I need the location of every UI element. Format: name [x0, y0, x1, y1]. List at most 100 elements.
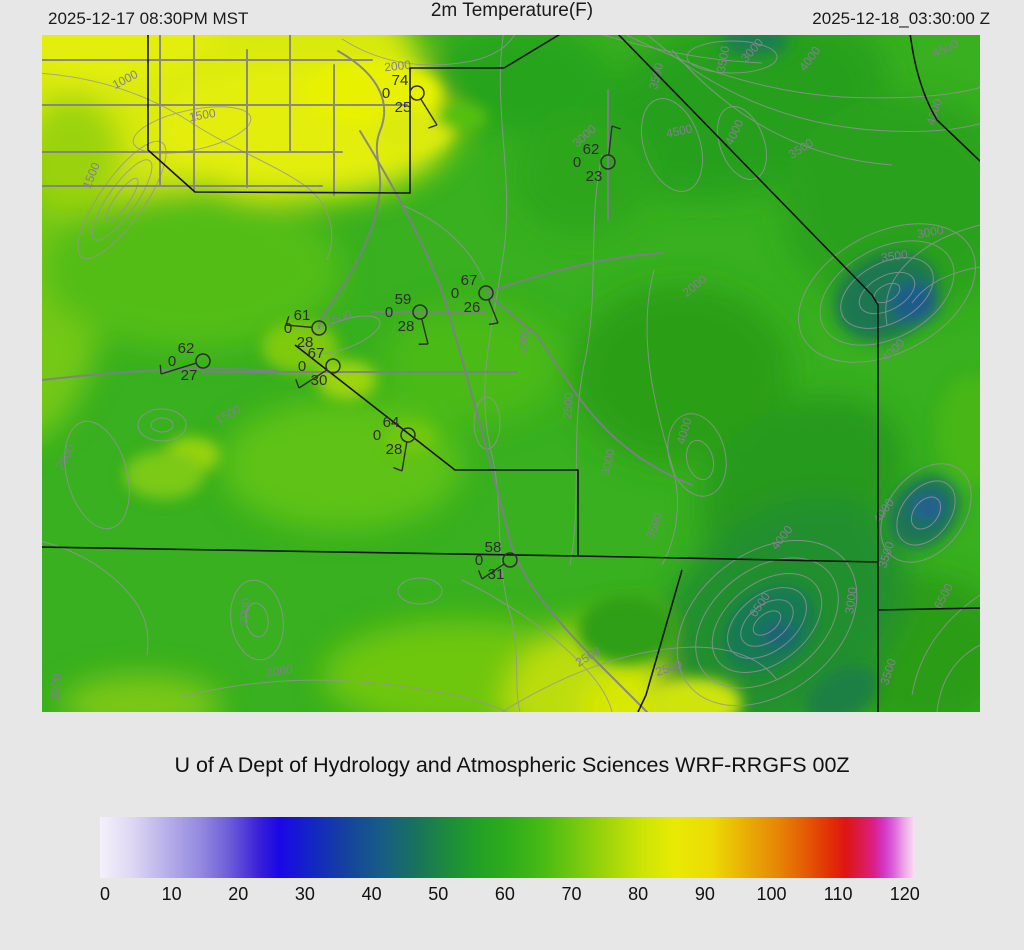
colorbar-tick-label: 90: [694, 884, 715, 904]
station-plot: 580 31: [475, 539, 518, 583]
station-plot: 590 28: [385, 291, 429, 345]
station-temperature: 62: [178, 340, 195, 357]
wind-barb: [421, 318, 429, 345]
wind-barb-tick: [295, 379, 300, 389]
station-dewpoint: 26: [464, 299, 481, 316]
colorbar-tick-label: 80: [628, 884, 649, 904]
station-marker: [412, 304, 428, 320]
station-marker: [502, 552, 518, 568]
colorbar-tick-label: 60: [494, 884, 515, 904]
county-borders: [42, 35, 980, 712]
station-weather-value: 0: [284, 320, 292, 337]
station-plot: 670 30: [295, 345, 341, 389]
station-temperature: 62: [583, 141, 600, 158]
caption: U of A Dept of Hydrology and Atmospheric…: [174, 753, 850, 777]
station-marker: [409, 85, 425, 101]
wind-barb-tick: [611, 125, 621, 130]
station-weather-value: 0: [373, 427, 381, 444]
station-marker: [195, 353, 211, 369]
station-dewpoint: 28: [386, 441, 403, 458]
contour-elevation-label: 2000: [48, 672, 64, 700]
wind-barb: [420, 98, 438, 126]
temperature-field-details: [124, 35, 980, 712]
wind-barb: [401, 441, 408, 472]
station-weather-value: 0: [451, 285, 459, 302]
valid-time-local: 2025-12-17 08:30PM MST: [48, 9, 249, 28]
station-marker: [600, 154, 616, 170]
contour-elevation-label: 2000: [265, 662, 294, 680]
contour-elevation-label: 3000: [842, 586, 860, 615]
station-marker: [478, 285, 494, 301]
contour-elevation-label: 1500: [188, 106, 217, 124]
station-dewpoint: 31: [488, 566, 505, 583]
station-dewpoint: 23: [586, 168, 603, 185]
colorbar-tick-label: 100: [756, 884, 787, 904]
contour-elevation-label: 2500: [560, 392, 576, 420]
colorbar-tick-label: 30: [294, 884, 315, 904]
map-canvas: 1000 1500 1500 2000 3000 1500 1500 2500 2000 2000…: [42, 35, 980, 712]
wind-barb-tick: [477, 570, 483, 580]
station-temperature: 74: [392, 72, 409, 89]
wind-barb: [160, 362, 197, 375]
page-title: 2m Temperature(F): [430, 0, 594, 21]
colorbar-tick-label: 110: [823, 884, 853, 904]
station-dewpoint: 25: [395, 99, 412, 116]
valid-time-utc: 2025-12-18_03:30:00 Z: [812, 9, 990, 28]
station-dewpoint: 30: [311, 372, 328, 389]
colorbar-gradient: [100, 817, 915, 878]
colorbar-tick-label: 40: [361, 884, 382, 904]
station-weather-value: 0: [573, 154, 581, 171]
wind-barb-tick: [285, 316, 290, 326]
station-plot: 610 28: [284, 307, 327, 351]
colorbar-ticks: 0 10 20 30 40 50 60 70 80 90 100 110 120: [99, 884, 920, 908]
wind-barb: [487, 299, 499, 324]
roads: [42, 35, 693, 712]
station-temperature: 59: [395, 291, 412, 308]
contour-elevation-label: 3000: [916, 223, 945, 241]
station-weather-value: 0: [385, 304, 393, 321]
temperature-map: 1000150015002000300015001500250020002000…: [42, 35, 980, 712]
colorbar-tick-label: 50: [428, 884, 449, 904]
contour-elevation-label: 2000: [516, 326, 532, 354]
colorbar-tick-label: 10: [161, 884, 182, 904]
colorbar: [100, 817, 915, 878]
colorbar-tick-label: 120: [889, 884, 920, 904]
station-plot: 670 26: [451, 272, 499, 326]
wind-barb: [608, 125, 613, 156]
contour-elevation-label: 2000: [384, 58, 412, 75]
station-plots: 7402562023670265902861028670306202764028…: [159, 72, 621, 583]
contour-elevation-label: 3500: [714, 45, 732, 74]
contour-elevation-label: 3000: [598, 447, 617, 476]
colorbar-tick-label: 70: [561, 884, 582, 904]
station-temperature: 67: [308, 345, 325, 362]
station-dewpoint: 28: [297, 334, 314, 351]
station-plot: 740 25: [382, 72, 438, 129]
station-weather-value: 0: [168, 353, 176, 370]
station-temperature: 67: [461, 272, 478, 289]
station-weather-value: 0: [475, 552, 483, 569]
station-temperature: 61: [294, 307, 311, 324]
colorbar-tick-label: 20: [228, 884, 249, 904]
contour-elevation-label: 4500: [665, 121, 694, 140]
station-temperature: 58: [485, 539, 502, 556]
contour-elevation-label: 2000: [236, 597, 254, 626]
wind-barb-tick: [393, 466, 403, 472]
colorbar-tick-label: 0: [99, 884, 111, 904]
station-marker: [400, 427, 416, 443]
wind-barb: [481, 563, 505, 580]
station-weather-value: 0: [382, 85, 390, 102]
wind-barb-tick: [159, 364, 162, 375]
station-plot: 620 27: [159, 340, 211, 384]
station-plot: 640 28: [373, 414, 416, 472]
station-temperature: 64: [383, 414, 400, 431]
station-plot: 620 23: [573, 125, 621, 185]
station-marker: [311, 320, 327, 336]
station-marker: [325, 358, 341, 374]
wind-barb-tick: [488, 322, 499, 326]
wind-barb: [298, 369, 328, 389]
wind-barb-tick: [428, 124, 438, 129]
contour-elevation-label: 3500: [880, 247, 909, 265]
station-dewpoint: 28: [398, 318, 415, 335]
station-dewpoint: 27: [181, 367, 198, 384]
